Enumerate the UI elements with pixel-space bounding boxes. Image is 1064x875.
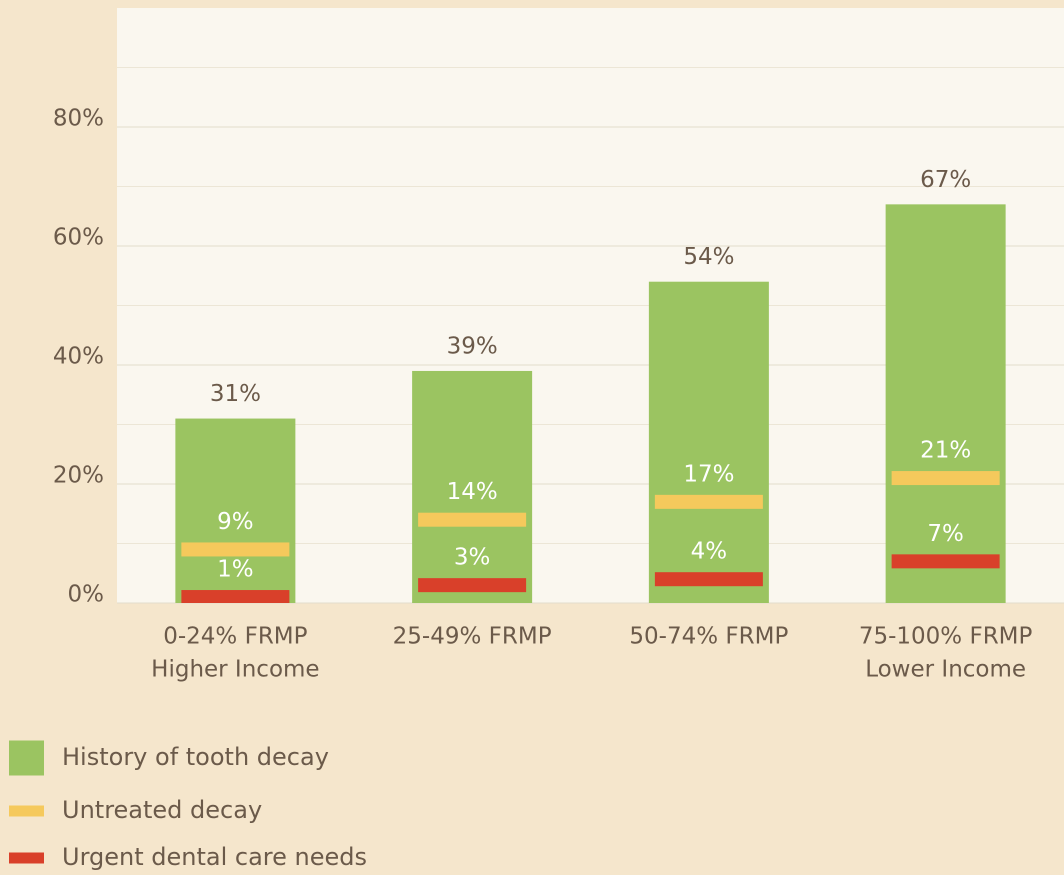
- y-tick-label: 80%: [53, 106, 104, 132]
- marker-bar: [181, 542, 290, 557]
- value-label: 1%: [217, 557, 254, 583]
- value-label: 21%: [920, 438, 971, 464]
- value-label: 31%: [210, 381, 261, 407]
- y-tick-label: 40%: [53, 344, 104, 370]
- legend-swatch: [9, 852, 44, 864]
- legend-label: Untreated decay: [62, 796, 262, 824]
- x-tick-label: 25-49% FRMP: [393, 624, 552, 650]
- value-label: 39%: [447, 333, 498, 359]
- value-label: 17%: [683, 461, 734, 487]
- x-tick-sublabel: Higher Income: [151, 657, 319, 683]
- bar: [648, 281, 769, 603]
- x-tick-label: 50-74% FRMP: [629, 624, 788, 650]
- legend-swatch: [9, 740, 44, 776]
- marker-bar: [654, 572, 763, 587]
- legend-label: Urgent dental care needs: [62, 843, 367, 871]
- bar: [175, 418, 296, 603]
- value-label: 7%: [927, 521, 964, 547]
- value-label: 9%: [217, 509, 254, 535]
- x-tick-label: 0-24% FRMP: [163, 624, 307, 650]
- x-tick-sublabel: Lower Income: [865, 657, 1026, 683]
- legend-swatch: [9, 805, 44, 817]
- bar: [885, 204, 1006, 603]
- value-label: 54%: [683, 244, 734, 270]
- value-label: 4%: [691, 539, 728, 565]
- y-tick-label: 60%: [53, 225, 104, 251]
- marker-bar: [418, 512, 527, 527]
- x-tick-label: 75-100% FRMP: [859, 624, 1033, 650]
- marker-bar: [418, 578, 527, 593]
- value-label: 67%: [920, 167, 971, 193]
- value-label: 3%: [454, 545, 491, 571]
- value-label: 14%: [447, 479, 498, 505]
- marker-bar: [891, 554, 1000, 569]
- marker-bar: [181, 590, 290, 603]
- y-tick-label: 0%: [68, 582, 105, 608]
- y-tick-label: 20%: [53, 463, 104, 489]
- marker-bar: [654, 494, 763, 509]
- legend-label: History of tooth decay: [62, 743, 329, 771]
- bar: [412, 370, 533, 603]
- marker-bar: [891, 471, 1000, 486]
